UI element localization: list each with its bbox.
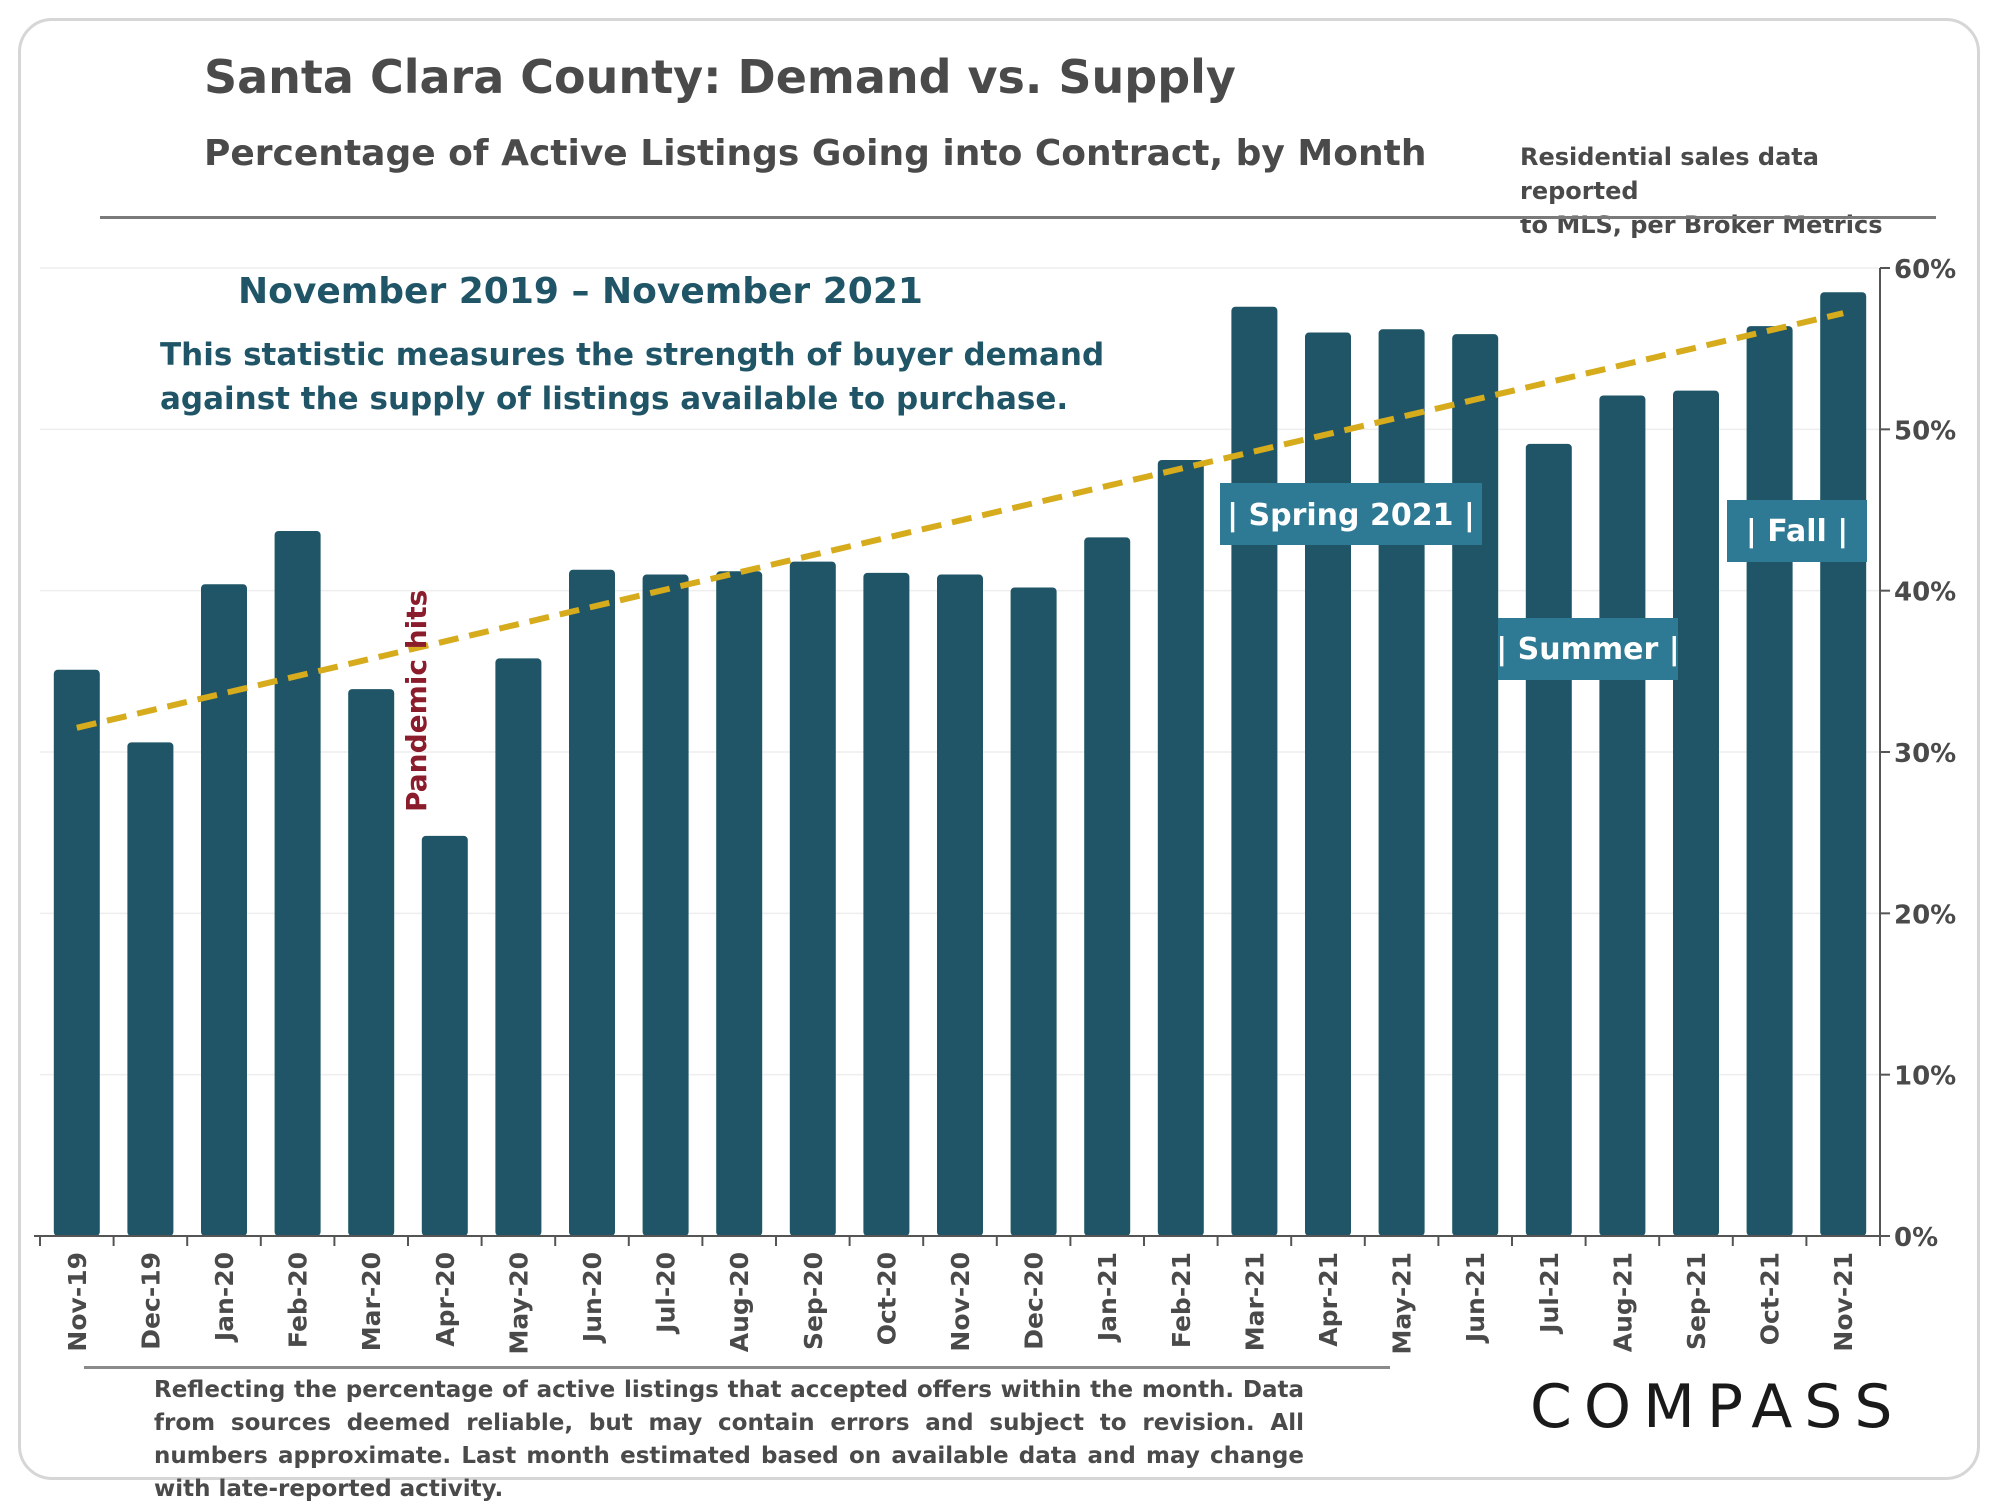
period-annotation: November 2019 – November 2021 [238, 271, 923, 312]
x-tick-label: Apr-21 [1314, 1252, 1343, 1347]
x-tick-labels: Nov-19 Dec-19 Jan-20 Feb-20 Mar-20 Apr-20 May-… [63, 1252, 1858, 1354]
x-tick-label: Jun-21 [1461, 1252, 1490, 1344]
pandemic-annotation: Pandemic hits [400, 590, 433, 812]
x-tick-label: Sep-20 [799, 1252, 828, 1350]
description-line-2: against the supply of listings available… [160, 381, 1068, 417]
chart-title: Santa Clara County: Demand vs. Supply [204, 50, 1236, 104]
bar-feb-20 [274, 530, 321, 1236]
bar-mar-20 [348, 689, 395, 1236]
source-line-1: Residential sales data reported [1520, 143, 1819, 205]
y-tick-label: 10% [1894, 1062, 1956, 1092]
footnote: Reflecting the percentage of active list… [154, 1377, 1304, 1502]
bar-aug-20 [716, 571, 763, 1236]
fall-label: | Fall | [1746, 514, 1848, 549]
bar-may-21 [1378, 329, 1425, 1237]
x-tick-label: May-20 [504, 1252, 533, 1354]
spring-label: | Spring 2021 | [1227, 498, 1475, 533]
bar-jun-21 [1452, 334, 1499, 1236]
bar-jul-20 [642, 574, 689, 1236]
x-tick-label: Nov-19 [63, 1252, 92, 1352]
bars [53, 292, 1867, 1237]
bar-aug-21 [1599, 395, 1646, 1236]
bar-sep-20 [789, 561, 836, 1236]
x-tick-label: Dec-20 [1020, 1252, 1049, 1350]
x-tick-label: Apr-20 [431, 1252, 460, 1347]
bar-sep-21 [1673, 390, 1719, 1236]
y-tick-label: 50% [1894, 416, 1956, 446]
x-tick-label: Jan-20 [210, 1252, 239, 1343]
x-tick-label: May-21 [1388, 1252, 1417, 1354]
source-line-2: to MLS, per Broker Metrics [1520, 211, 1883, 239]
y-tick-label: 30% [1894, 739, 1956, 769]
compass-logo: COMPASS [1530, 1372, 1905, 1442]
axes [34, 267, 1890, 1246]
x-tick-label: Aug-21 [1608, 1252, 1637, 1352]
x-tick-label: Sep-21 [1682, 1252, 1711, 1350]
x-tick-label: Nov-20 [946, 1252, 975, 1352]
source-note: Residential sales data reported to MLS, … [1520, 140, 1940, 242]
spring-label-box [1220, 483, 1482, 545]
y-tick-label: 0% [1894, 1223, 1938, 1253]
x-tick-label: Dec-19 [136, 1252, 165, 1350]
x-tick-label: Feb-21 [1167, 1252, 1196, 1348]
fall-label-box [1727, 500, 1867, 562]
x-tick-label: Mar-20 [357, 1252, 386, 1351]
x-tick-label: Jul-20 [652, 1252, 681, 1335]
summer-label-box [1498, 618, 1678, 680]
bar-nov-19 [53, 669, 100, 1236]
y-tick-label: 60% [1894, 255, 1956, 285]
summer-label: | Summer | [1496, 632, 1679, 667]
description-line-1: This statistic measures the strength of … [160, 337, 1104, 373]
bar-jul-21 [1525, 443, 1572, 1236]
y-tick-label: 40% [1894, 578, 1956, 608]
bar-jun-20 [569, 569, 615, 1236]
x-tick-label: Oct-20 [872, 1252, 901, 1345]
bar-dec-20 [1010, 587, 1057, 1236]
chart-subtitle: Percentage of Active Listings Going into… [204, 133, 1427, 174]
bar-oct-21 [1746, 326, 1793, 1237]
x-tick-label: Oct-21 [1756, 1252, 1785, 1345]
x-tick-label: Nov-21 [1829, 1252, 1858, 1352]
bar-jan-20 [201, 584, 247, 1236]
y-tick-label: 20% [1894, 900, 1956, 930]
x-tick-label: Feb-20 [284, 1252, 313, 1348]
y-tick-labels: 0% 10% 20% 30% 40% 50% 60% [1894, 255, 1956, 1253]
bar-jan-21 [1084, 537, 1131, 1236]
footer-divider [84, 1366, 1390, 1369]
bar-nov-21 [1820, 292, 1867, 1236]
bar-nov-20 [937, 574, 983, 1236]
bar-feb-21 [1157, 459, 1204, 1236]
x-tick-label: Aug-20 [725, 1252, 754, 1352]
bar-oct-20 [863, 572, 910, 1236]
bar-apr-21 [1305, 332, 1351, 1236]
annotations: November 2019 – November 2021 This stati… [160, 271, 1867, 812]
bar-dec-19 [127, 742, 174, 1236]
x-tick-label: Jul-21 [1535, 1252, 1564, 1335]
bar-apr-20 [421, 835, 468, 1236]
header-divider [100, 216, 1936, 219]
x-tick-label: Mar-21 [1240, 1252, 1269, 1351]
x-tick-label: Jan-21 [1093, 1252, 1122, 1343]
bar-may-20 [495, 658, 542, 1236]
x-tick-label: Jun-20 [578, 1252, 607, 1344]
trend-line [76, 310, 1844, 731]
